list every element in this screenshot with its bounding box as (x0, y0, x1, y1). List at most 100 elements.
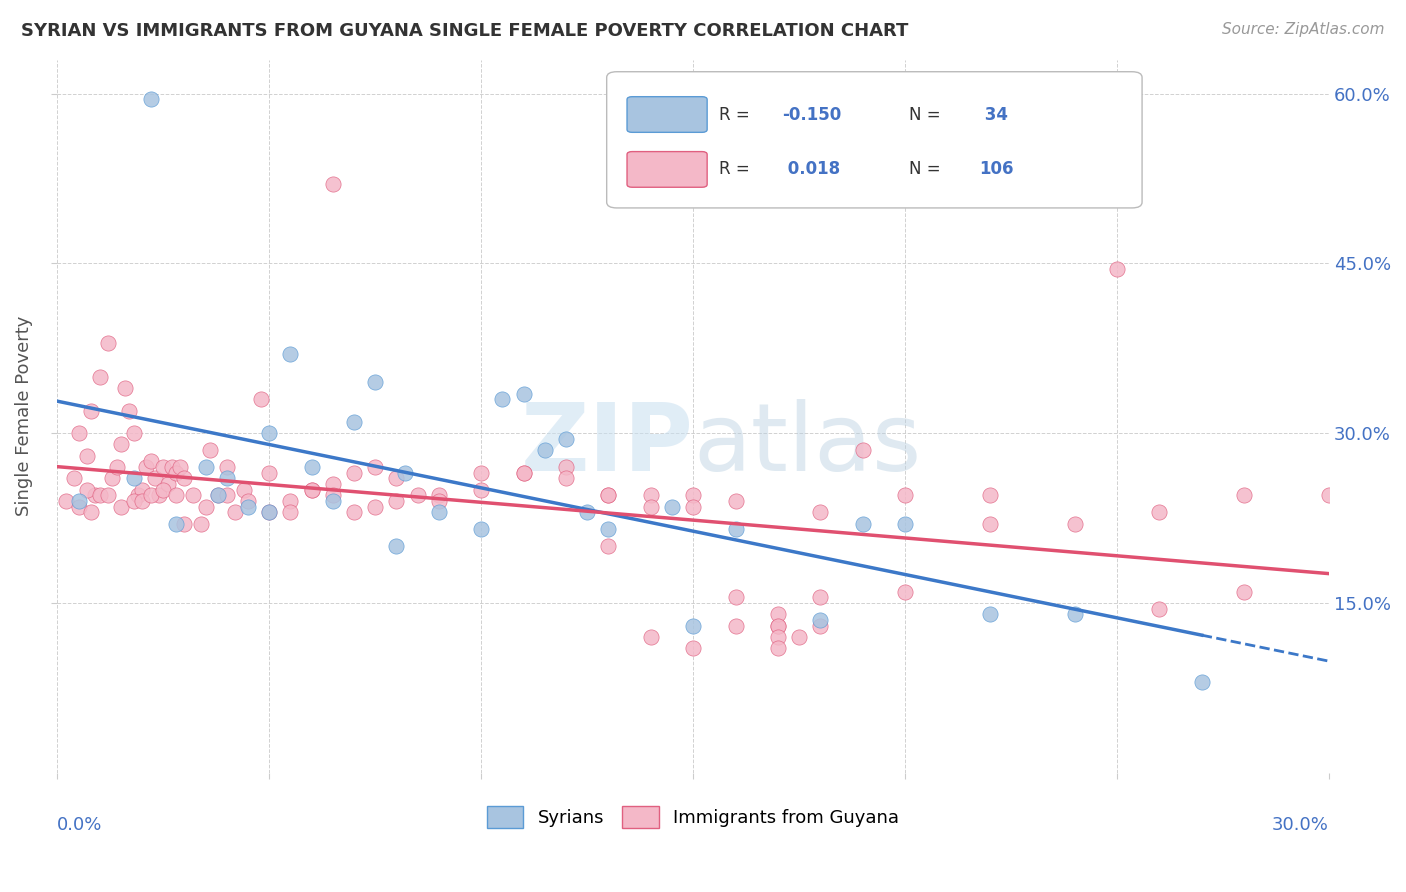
Point (259, 466, 281, 480)
Point (181, 488, 204, 502)
Point (427, 494, 450, 508)
Point (766, 618, 789, 632)
Point (322, 177, 344, 191)
Point (343, 415, 366, 429)
Point (364, 500, 387, 514)
Point (1233, 488, 1256, 502)
Point (724, 618, 747, 632)
Point (1317, 488, 1340, 502)
Point (139, 92, 162, 106)
Point (808, 591, 831, 605)
Text: 30.0%: 30.0% (1272, 815, 1329, 833)
Point (894, 584, 917, 599)
Point (533, 443, 555, 458)
Point (89, 488, 111, 502)
Point (165, 488, 187, 502)
Point (139, 488, 162, 502)
Point (808, 505, 831, 519)
Point (576, 505, 599, 519)
Point (67, 494, 90, 508)
Point (852, 443, 875, 458)
Point (724, 494, 747, 508)
Point (894, 488, 917, 502)
Point (766, 641, 789, 656)
Text: R =: R = (718, 161, 749, 178)
Point (322, 494, 344, 508)
Point (555, 460, 578, 475)
Point (852, 516, 875, 531)
Point (280, 494, 302, 508)
Point (640, 500, 662, 514)
Point (160, 460, 183, 475)
Point (682, 641, 704, 656)
Point (215, 460, 238, 475)
Point (67, 426, 90, 441)
Point (385, 471, 408, 485)
Point (194, 500, 217, 514)
Point (766, 630, 789, 644)
Point (640, 630, 662, 644)
Point (1233, 584, 1256, 599)
Point (105, 460, 128, 475)
Point (190, 516, 212, 531)
Point (979, 607, 1001, 622)
Point (322, 488, 344, 502)
Text: Source: ZipAtlas.com: Source: ZipAtlas.com (1222, 22, 1385, 37)
Point (215, 488, 238, 502)
Point (343, 466, 366, 480)
Point (491, 392, 513, 407)
Point (682, 488, 704, 502)
Point (165, 516, 187, 531)
Text: atlas: atlas (693, 399, 921, 491)
Point (364, 375, 387, 389)
Point (280, 505, 302, 519)
Text: 34: 34 (980, 105, 1008, 123)
Point (301, 483, 323, 497)
Point (173, 516, 195, 531)
Point (406, 488, 429, 502)
Point (1063, 516, 1085, 531)
Point (555, 432, 578, 446)
Point (385, 494, 408, 508)
Point (152, 460, 174, 475)
Point (131, 494, 153, 508)
Point (808, 613, 831, 627)
Point (97, 488, 120, 502)
Point (97, 335, 120, 350)
Point (512, 386, 534, 401)
Point (152, 483, 174, 497)
Point (110, 500, 132, 514)
Point (427, 488, 450, 502)
Point (76, 449, 98, 463)
Point (598, 488, 620, 502)
Point (207, 488, 229, 502)
Point (118, 403, 141, 417)
Point (1149, 505, 1171, 519)
Point (122, 471, 145, 485)
Point (131, 483, 153, 497)
Point (80, 505, 103, 519)
Point (512, 466, 534, 480)
Point (766, 607, 789, 622)
Point (598, 539, 620, 553)
Point (207, 488, 229, 502)
Point (127, 488, 149, 502)
Point (394, 466, 416, 480)
Text: N =: N = (910, 161, 941, 178)
Point (224, 505, 246, 519)
Point (343, 505, 366, 519)
Point (135, 460, 157, 475)
Point (598, 522, 620, 536)
Point (259, 505, 281, 519)
Text: 106: 106 (980, 161, 1014, 178)
Point (724, 591, 747, 605)
Point (259, 505, 281, 519)
Text: N =: N = (910, 105, 941, 123)
Point (1191, 675, 1213, 690)
Point (555, 471, 578, 485)
Point (232, 483, 254, 497)
FancyBboxPatch shape (627, 96, 707, 132)
FancyBboxPatch shape (627, 152, 707, 187)
Point (236, 500, 259, 514)
Point (194, 460, 217, 475)
